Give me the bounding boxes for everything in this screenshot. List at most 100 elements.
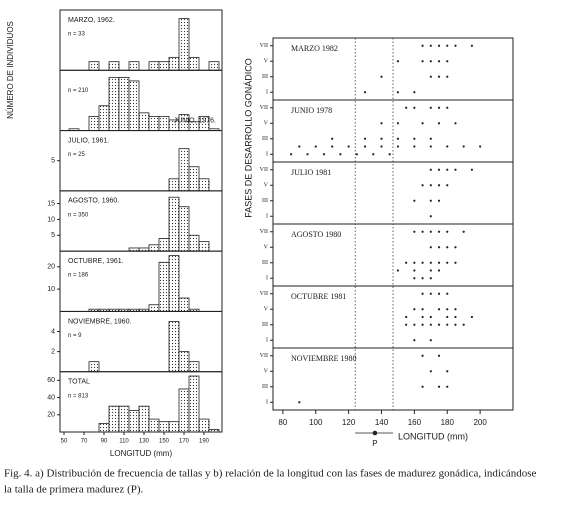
point — [380, 122, 383, 125]
panel-label: MARZO, 1962. — [68, 17, 115, 24]
point — [396, 60, 400, 63]
panel-label: AGOSTO, 1960. — [68, 198, 119, 205]
panel-label: JUNIO, 1976. — [174, 117, 216, 124]
panel-label: MARZO 1982 — [291, 44, 338, 53]
bar — [178, 388, 190, 433]
point — [446, 323, 449, 326]
bar — [178, 18, 190, 71]
bar — [98, 422, 110, 433]
point — [446, 145, 449, 148]
n-label: n = 9 — [68, 333, 82, 339]
point — [454, 308, 457, 311]
point — [421, 60, 424, 63]
x-tick-label: 150 — [159, 439, 170, 445]
point — [396, 269, 400, 272]
point — [437, 323, 441, 326]
point — [437, 122, 441, 125]
bar — [98, 105, 110, 131]
point — [437, 168, 441, 171]
point — [429, 277, 432, 280]
point — [413, 199, 416, 202]
point — [437, 184, 441, 187]
point — [289, 153, 293, 156]
panel-label: JUNIO 1978 — [291, 106, 332, 115]
panel-label: TOTAL — [68, 379, 90, 386]
point — [454, 261, 457, 264]
panel-label: JULIO 1981 — [291, 168, 331, 177]
point — [413, 308, 416, 311]
point — [446, 315, 449, 319]
point — [413, 106, 416, 109]
bar — [148, 61, 160, 71]
point — [413, 230, 416, 233]
point — [314, 145, 317, 148]
y-tick-label: 15 — [47, 200, 55, 207]
point — [421, 122, 424, 125]
panel-label: OCTUBRE 1981 — [291, 292, 346, 301]
point — [421, 230, 424, 233]
point — [454, 323, 457, 326]
point — [446, 230, 449, 233]
point — [429, 199, 432, 202]
bar — [198, 418, 210, 433]
point — [380, 145, 383, 148]
bar — [168, 255, 180, 312]
point — [413, 91, 416, 94]
y-tick-label: 20 — [47, 264, 55, 271]
y-tick-label: I — [266, 276, 268, 282]
point — [429, 269, 432, 272]
point — [446, 261, 449, 264]
point — [437, 261, 441, 264]
point — [380, 137, 383, 140]
point — [405, 323, 408, 326]
y-tick-label: 60 — [47, 377, 55, 384]
point — [355, 153, 358, 156]
point — [413, 145, 416, 148]
point — [413, 323, 416, 326]
point — [454, 315, 457, 319]
bar — [88, 115, 100, 131]
y-tick-label: I — [266, 214, 268, 220]
bar — [188, 361, 200, 373]
y-tick-label: VII — [260, 43, 268, 49]
n-label: n = 350 — [68, 212, 89, 218]
point — [322, 153, 326, 156]
n-label: n = 25 — [68, 152, 86, 158]
point — [405, 106, 408, 109]
y-tick-label: VII — [260, 229, 268, 235]
y-tick-label: 20 — [47, 412, 55, 419]
point — [421, 292, 424, 295]
bar — [128, 61, 140, 71]
bar — [128, 80, 140, 131]
bar — [178, 148, 190, 192]
bar — [148, 418, 160, 433]
bar — [198, 178, 210, 192]
point — [429, 230, 432, 233]
y-tick-label: VII — [260, 353, 268, 359]
bar — [158, 61, 170, 71]
y-tick-label: I — [266, 152, 268, 158]
point — [413, 339, 416, 342]
bar — [188, 234, 200, 252]
point — [437, 269, 441, 272]
y-tick-label: III — [262, 136, 268, 142]
point — [446, 308, 449, 311]
point — [437, 385, 441, 388]
bar — [188, 166, 200, 192]
y-tick-label: V — [264, 245, 269, 251]
y-tick-label: I — [266, 90, 268, 96]
point — [421, 385, 424, 388]
point — [421, 315, 424, 319]
y-tick-label: 10 — [47, 216, 55, 223]
point — [437, 292, 441, 295]
bar — [188, 56, 200, 71]
x-tick-label: 120 — [342, 418, 356, 427]
n-label: n = 210 — [68, 88, 89, 94]
y-tick-label: 5 — [51, 232, 55, 239]
x-tick-label: 110 — [119, 439, 129, 445]
point — [339, 153, 342, 156]
point — [437, 246, 441, 249]
bar — [138, 112, 150, 131]
y-tick-label: 4 — [51, 328, 55, 335]
